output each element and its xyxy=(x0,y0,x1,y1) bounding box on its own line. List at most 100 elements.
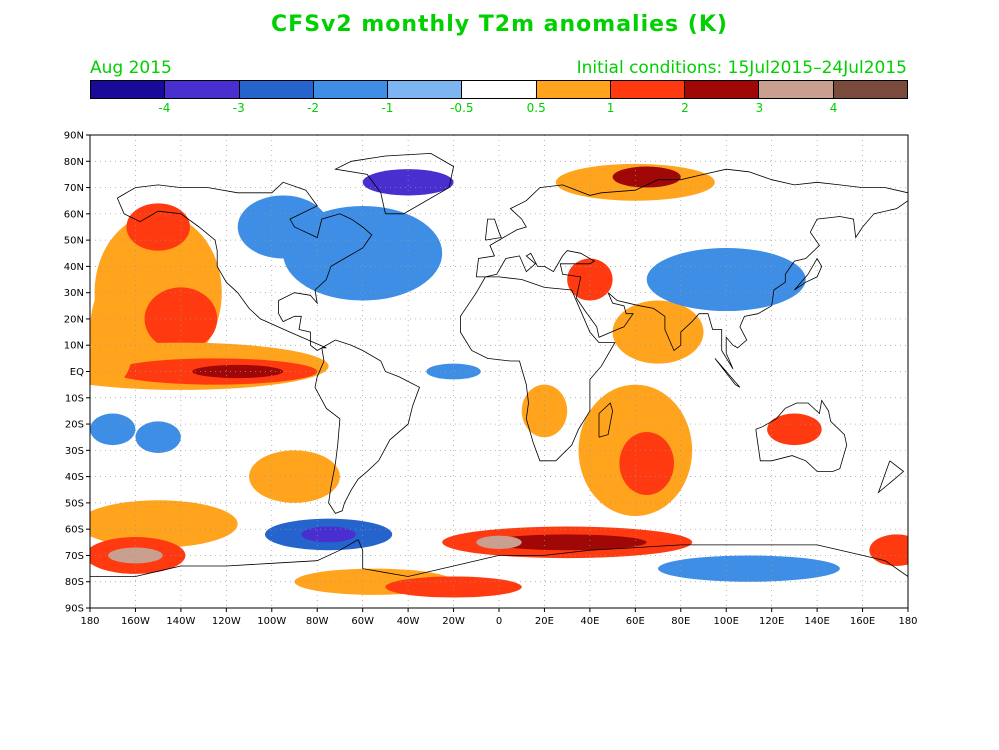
lat-label: 80N xyxy=(64,157,84,168)
lon-label: 140W xyxy=(166,616,195,627)
coastline xyxy=(90,539,908,577)
lat-label: 20N xyxy=(64,314,84,325)
lon-label: 60W xyxy=(351,616,374,627)
colorbar-swatch xyxy=(313,81,389,98)
lat-label: 30S xyxy=(65,446,84,457)
anomaly-region xyxy=(237,195,329,259)
lon-label: 20W xyxy=(442,616,465,627)
coastline xyxy=(877,460,905,494)
anomaly-region xyxy=(612,300,704,364)
lat-label: 90N xyxy=(64,131,84,142)
coastline xyxy=(116,181,373,351)
lon-label: 40W xyxy=(397,616,420,627)
anomaly-region xyxy=(567,258,613,301)
colorbar-swatch xyxy=(759,81,834,98)
colorbar-tick-label: 1 xyxy=(606,101,615,115)
coastline xyxy=(459,276,616,462)
colorbar-swatch xyxy=(165,81,240,98)
lat-label: 10S xyxy=(65,393,84,404)
colorbar-swatch xyxy=(833,81,907,98)
lon-label: 20E xyxy=(535,616,554,627)
lat-label: 60S xyxy=(65,525,84,536)
colorbar-swatch xyxy=(610,81,686,98)
lat-label: 90S xyxy=(65,604,84,615)
lon-label: 120W xyxy=(212,616,241,627)
colorbar-swatch xyxy=(239,81,314,98)
lon-label: 40E xyxy=(580,616,599,627)
lon-label: 80E xyxy=(671,616,690,627)
coastline xyxy=(598,402,614,438)
colorbar-tick-label: -4 xyxy=(158,101,171,115)
map-axes: 90N 80N 70N 60N 50N 40N 30N 20N 10N EQ 10S 20S 30S 40… xyxy=(64,131,918,628)
coastline xyxy=(485,218,502,241)
lat-label: 30N xyxy=(64,288,84,299)
anomaly-region xyxy=(869,534,908,566)
lon-label: 160W xyxy=(121,616,150,627)
lat-label: 40S xyxy=(65,472,84,483)
lat-label: 40N xyxy=(64,262,84,273)
anomaly-region xyxy=(90,279,136,385)
lat-label: 70S xyxy=(65,551,84,562)
lon-label: 180 xyxy=(80,616,99,627)
colorbar-labels: -4 -3 -2 -1 -0.5 0.5 1 2 3 4 xyxy=(90,101,908,117)
lon-label: 140E xyxy=(804,616,829,627)
lat-label: 50N xyxy=(64,236,84,247)
colorbar-tick-label: -0.5 xyxy=(450,101,474,115)
lon-label: 100E xyxy=(714,616,739,627)
anomaly-region xyxy=(135,421,181,453)
lat-label: 60N xyxy=(64,209,84,220)
anomaly-region xyxy=(249,450,340,503)
colorbar-swatch xyxy=(685,81,760,98)
coastline xyxy=(714,358,741,388)
colorbar-tick-label: 2 xyxy=(681,101,689,115)
lat-label: EQ xyxy=(70,367,84,378)
colorbar xyxy=(90,80,908,99)
colorbar-swatch xyxy=(536,81,611,98)
coastline xyxy=(475,168,908,277)
colorbar-tick-label: 4 xyxy=(829,101,838,115)
colorbar-tick-label: 0.5 xyxy=(526,101,546,115)
lon-label: 100W xyxy=(257,616,286,627)
coastline xyxy=(755,399,848,472)
initial-conditions-label: Initial conditions: 15Jul2015–24Jul2015 xyxy=(576,58,907,78)
anomaly-region xyxy=(385,576,522,598)
anomaly-region xyxy=(301,526,356,543)
lon-label: 160E xyxy=(850,616,875,627)
colorbar-swatch xyxy=(462,81,537,98)
coastline xyxy=(794,257,823,291)
lat-label: 80S xyxy=(65,577,84,588)
anomaly-region xyxy=(90,413,136,446)
colorbar-swatch xyxy=(388,81,463,98)
colorbar-tick-label: -3 xyxy=(232,101,245,115)
anomaly-region xyxy=(658,555,840,582)
coastline xyxy=(334,152,455,215)
lat-label: 50S xyxy=(65,498,84,509)
colorbar-tick-label: -2 xyxy=(307,101,320,115)
anomaly-region xyxy=(426,363,481,380)
colorbar-tick-label: -1 xyxy=(381,101,394,115)
anomaly-region xyxy=(192,364,284,379)
lat-label: 70N xyxy=(64,183,84,194)
anomaly-region xyxy=(619,431,674,496)
anomaly-region xyxy=(476,535,522,549)
lon-label: 0 xyxy=(496,616,502,627)
coastline xyxy=(314,339,420,514)
lon-label: 60E xyxy=(626,616,645,627)
anomaly-region xyxy=(487,534,647,551)
lon-label: 80W xyxy=(306,616,329,627)
coastline xyxy=(476,200,908,370)
chart-title: CFSv2 monthly T2m anomalies (K) xyxy=(271,12,728,37)
forecast-month-label: Aug 2015 xyxy=(90,58,172,78)
lon-label: 120E xyxy=(759,616,784,627)
anomaly-region xyxy=(767,413,822,446)
anomaly-region xyxy=(612,166,681,188)
colorbar-swatch xyxy=(91,81,166,98)
anomaly-region xyxy=(126,203,190,251)
colorbar-tick-label: 3 xyxy=(755,101,764,115)
lon-label: 180 xyxy=(898,616,917,627)
anomaly-region xyxy=(362,169,454,196)
lat-label: 10N xyxy=(64,341,84,352)
anomaly-region xyxy=(646,247,806,312)
coastlines xyxy=(90,152,908,577)
